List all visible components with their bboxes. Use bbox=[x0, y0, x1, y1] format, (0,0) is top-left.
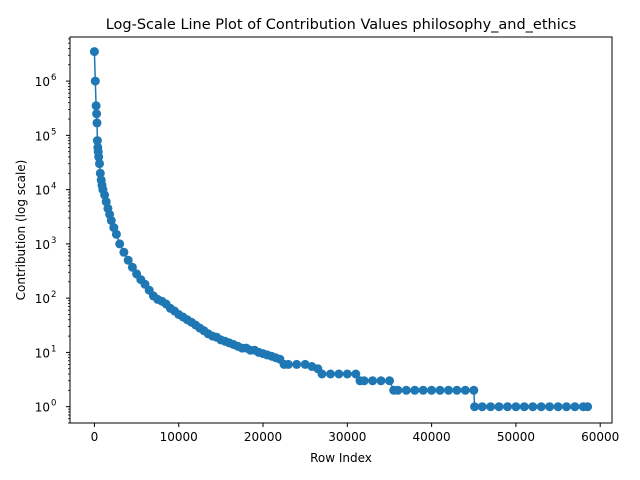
data-point bbox=[536, 402, 546, 412]
data-point bbox=[494, 402, 504, 412]
data-point bbox=[385, 376, 394, 386]
data-point bbox=[401, 385, 411, 395]
data-point bbox=[334, 369, 344, 379]
data-point bbox=[95, 159, 104, 169]
data-point bbox=[452, 385, 462, 395]
data-point bbox=[106, 216, 116, 225]
x-tick-label: 10000 bbox=[160, 430, 198, 444]
x-tick-label: 20000 bbox=[244, 430, 282, 444]
data-point bbox=[115, 239, 125, 249]
data-point bbox=[127, 262, 137, 272]
x-axis: 0 10000 20000 30000 40000 50000 60000 bbox=[91, 423, 619, 444]
data-point bbox=[393, 385, 403, 395]
y-tick-label: 10 bbox=[35, 184, 50, 198]
data-point bbox=[427, 385, 437, 395]
x-tick-label: 40000 bbox=[413, 430, 451, 444]
data-point bbox=[418, 385, 428, 395]
data-point bbox=[477, 402, 487, 412]
data-point bbox=[92, 109, 102, 119]
data-point bbox=[528, 402, 538, 412]
y-tick-label: 10 bbox=[35, 75, 50, 89]
data-point bbox=[486, 402, 496, 412]
data-point bbox=[90, 76, 100, 86]
y-axis-label: Contribution (log scale) bbox=[14, 160, 28, 301]
data-point bbox=[95, 168, 105, 178]
y-tick-exponent: 1 bbox=[51, 344, 56, 354]
data-point bbox=[123, 255, 133, 265]
chart-title: Log-Scale Line Plot of Contribution Valu… bbox=[106, 17, 577, 33]
data-point bbox=[410, 385, 420, 395]
data-point bbox=[111, 229, 121, 239]
data-point bbox=[317, 369, 327, 379]
x-tick-label: 30000 bbox=[328, 430, 366, 444]
data-point bbox=[89, 47, 99, 57]
data-point bbox=[91, 101, 101, 111]
data-point bbox=[326, 369, 335, 379]
data-point bbox=[511, 402, 521, 412]
data-point bbox=[503, 402, 512, 412]
data-point bbox=[351, 369, 361, 379]
data-point bbox=[94, 152, 104, 162]
data-point bbox=[92, 118, 102, 128]
y-tick-exponent: 6 bbox=[51, 73, 56, 83]
x-axis-label: Row Index bbox=[310, 451, 372, 465]
y-tick-label: 10 bbox=[35, 129, 50, 143]
data-point bbox=[376, 376, 386, 386]
data-point bbox=[460, 385, 470, 395]
y-tick-label: 10 bbox=[35, 401, 50, 415]
plot-frame bbox=[69, 36, 613, 424]
data-point bbox=[562, 402, 571, 412]
data-point bbox=[435, 385, 445, 395]
plot-area bbox=[69, 36, 613, 424]
data-point bbox=[469, 385, 479, 395]
x-tick-label: 0 bbox=[91, 430, 99, 444]
y-tick-exponent: 2 bbox=[51, 290, 56, 300]
data-point bbox=[583, 402, 593, 412]
y-tick-label: 10 bbox=[35, 292, 50, 306]
y-tick-exponent: 3 bbox=[51, 236, 56, 246]
data-point bbox=[545, 402, 555, 412]
data-point bbox=[553, 402, 563, 412]
y-tick-exponent: 4 bbox=[51, 182, 56, 192]
data-point bbox=[100, 190, 110, 200]
y-tick-exponent: 5 bbox=[51, 127, 56, 137]
data-point bbox=[359, 376, 369, 386]
data-point bbox=[342, 369, 352, 379]
data-point bbox=[444, 385, 453, 395]
x-tick-label: 50000 bbox=[497, 430, 535, 444]
data-point bbox=[292, 359, 302, 369]
data-point bbox=[470, 402, 480, 412]
y-tick-label: 10 bbox=[35, 238, 50, 252]
y-tick-label: 10 bbox=[35, 346, 50, 360]
data-point bbox=[119, 247, 129, 257]
data-point bbox=[570, 402, 580, 412]
x-tick-label: 60000 bbox=[581, 430, 619, 444]
y-tick-exponent: 0 bbox=[51, 399, 56, 409]
data-point bbox=[368, 376, 378, 386]
data-point bbox=[92, 136, 102, 146]
data-point bbox=[519, 402, 529, 412]
data-point bbox=[283, 359, 293, 369]
